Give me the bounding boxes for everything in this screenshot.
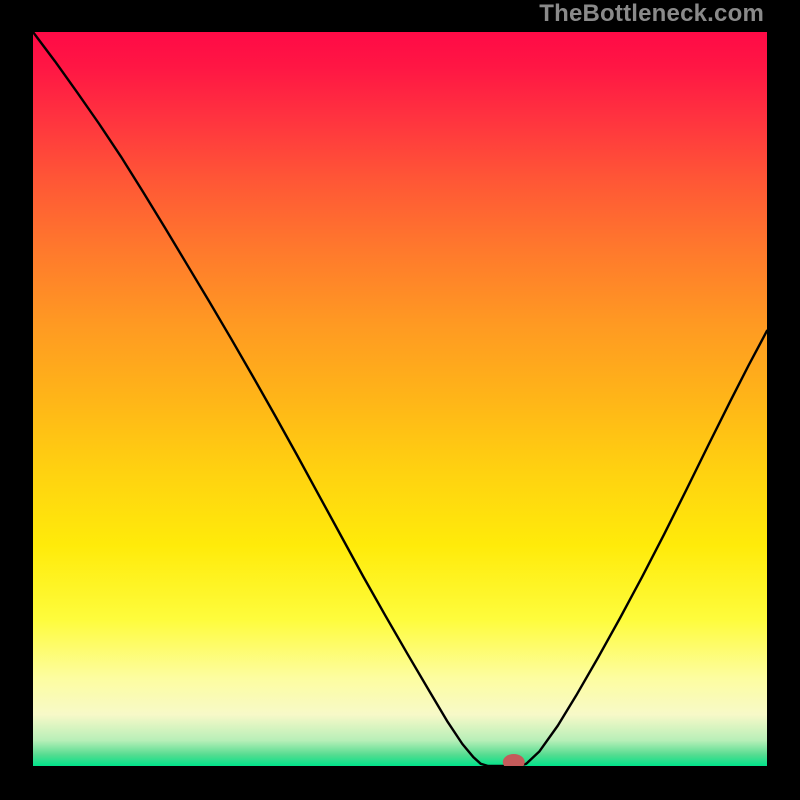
chart-svg <box>33 32 767 766</box>
watermark-text: TheBottleneck.com <box>539 0 764 28</box>
bottleneck-chart <box>33 32 767 766</box>
chart-background <box>33 32 767 766</box>
